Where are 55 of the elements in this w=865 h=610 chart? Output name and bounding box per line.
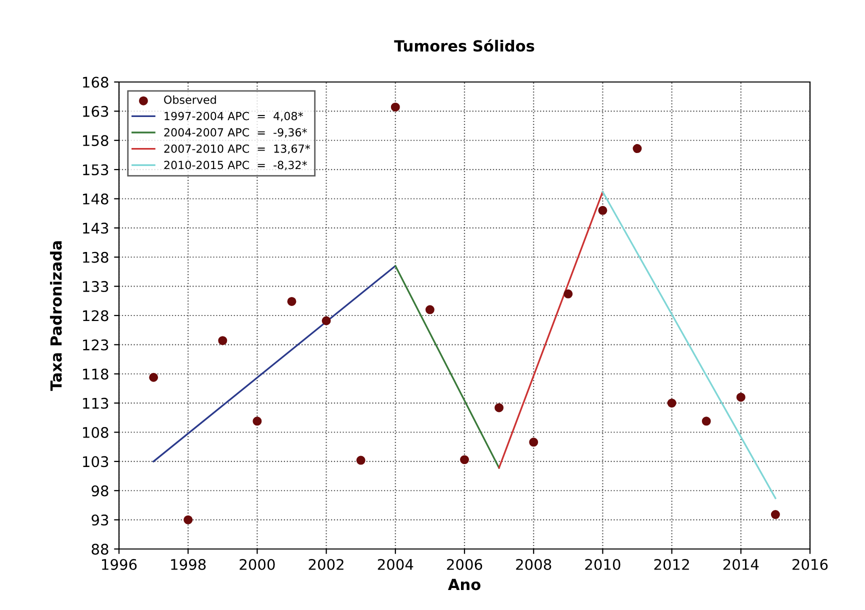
y-tick-label: 103 bbox=[83, 456, 108, 468]
y-tick-label: 163 bbox=[83, 106, 108, 117]
y-tick-label: 133 bbox=[83, 281, 108, 292]
x-tick-label: 1996 bbox=[102, 558, 137, 570]
legend-label: Observed bbox=[164, 95, 216, 104]
x-tick-label: 2014 bbox=[723, 558, 759, 570]
y-tick-label: 118 bbox=[83, 368, 108, 380]
point bbox=[702, 416, 711, 426]
point bbox=[425, 305, 434, 314]
legend-label: 2007-2010 APC = 13,67* bbox=[164, 144, 310, 154]
y-tick-label: 113 bbox=[83, 398, 108, 409]
y-tick-label: 143 bbox=[83, 222, 108, 234]
x-tick-label: 1998 bbox=[171, 558, 206, 570]
y-tick-label: 128 bbox=[83, 310, 108, 322]
x-tick-label: 2016 bbox=[792, 558, 828, 570]
point bbox=[287, 296, 296, 306]
x-tick-label: 2010 bbox=[585, 558, 620, 570]
y-tick-label: 123 bbox=[83, 339, 108, 350]
y-tick-label: 93 bbox=[92, 514, 108, 526]
point bbox=[770, 510, 780, 520]
x-tick-label: 2000 bbox=[240, 558, 275, 570]
y-axis-title: Taxa Padronizada bbox=[50, 241, 62, 391]
point bbox=[184, 515, 193, 524]
x-tick-label: 2012 bbox=[654, 558, 689, 570]
point bbox=[667, 398, 676, 408]
point bbox=[632, 144, 642, 154]
point bbox=[322, 316, 331, 326]
point bbox=[149, 372, 158, 382]
legend-label: 2004-2007 APC = -9,36* bbox=[164, 128, 308, 138]
x-tick-label: 2008 bbox=[516, 558, 552, 570]
x-tick-label: 2004 bbox=[378, 558, 414, 570]
x-tick-label: 2006 bbox=[447, 558, 482, 570]
point bbox=[252, 416, 262, 426]
point bbox=[529, 438, 538, 447]
y-tick-label: 148 bbox=[83, 193, 108, 204]
y-tick-label: 168 bbox=[83, 76, 108, 88]
x-axis-title: Ano bbox=[448, 578, 480, 590]
point bbox=[598, 206, 608, 215]
point bbox=[494, 403, 504, 412]
point bbox=[564, 289, 573, 298]
y-tick-label: 88 bbox=[92, 544, 108, 555]
legend-label: 1997-2004 APC = 4,08* bbox=[164, 112, 303, 122]
y-tick-label: 108 bbox=[83, 426, 108, 438]
chart-title: Tumores Sólidos bbox=[394, 39, 534, 52]
point bbox=[736, 392, 746, 402]
legend-label: 2010-2015 APC = -8,32* bbox=[164, 160, 308, 170]
y-tick-label: 158 bbox=[83, 135, 108, 146]
y-tick-label: 153 bbox=[83, 164, 108, 176]
point bbox=[460, 455, 469, 464]
y-tick-label: 138 bbox=[83, 252, 108, 263]
point bbox=[218, 336, 228, 346]
x-tick-label: 2002 bbox=[308, 558, 344, 570]
point bbox=[390, 102, 400, 112]
point bbox=[356, 456, 366, 465]
y-tick-label: 98 bbox=[92, 485, 108, 496]
